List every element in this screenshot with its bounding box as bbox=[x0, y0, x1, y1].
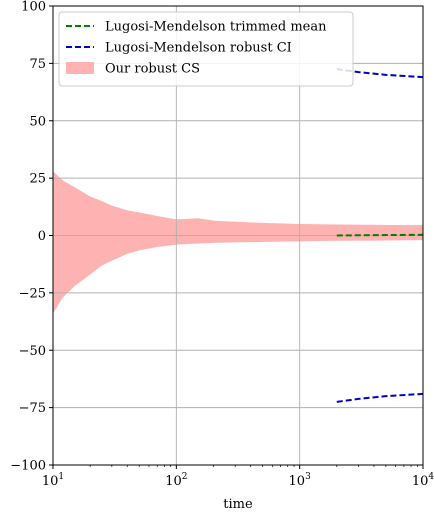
x-tick-labels: 101 102 103 104 bbox=[42, 472, 434, 489]
robust-cs-band bbox=[53, 171, 423, 314]
legend-box bbox=[58, 11, 354, 87]
y-tick-label: −25 bbox=[19, 286, 46, 301]
legend: Lugosi-Mendelson trimmed mean Lugosi-Mend… bbox=[58, 11, 354, 87]
y-tick-label: 100 bbox=[21, 0, 46, 15]
legend-label: Our robust CS bbox=[105, 62, 200, 77]
x-tick-label: 101 bbox=[42, 472, 64, 489]
legend-swatch bbox=[66, 62, 94, 74]
y-tick-labels: 100 75 50 25 0 −25 −50 −75 −100 bbox=[10, 0, 46, 474]
x-tick-label: 104 bbox=[412, 472, 434, 489]
x-tick-label: 102 bbox=[165, 472, 187, 489]
y-tick-label: 50 bbox=[29, 114, 46, 129]
y-tick-label: 25 bbox=[29, 172, 46, 187]
y-tick-label: −75 bbox=[19, 401, 46, 416]
legend-label: Lugosi-Mendelson robust CI bbox=[105, 41, 292, 56]
legend-label: Lugosi-Mendelson trimmed mean bbox=[105, 20, 327, 35]
robust-ci-lower-line bbox=[336, 392, 424, 403]
ticks-layer bbox=[49, 5, 424, 469]
y-tick-label: −100 bbox=[10, 459, 46, 474]
x-tick-label: 103 bbox=[289, 472, 312, 489]
y-tick-label: 0 bbox=[38, 229, 46, 244]
y-tick-label: −50 bbox=[19, 344, 46, 359]
x-axis-label: time bbox=[223, 497, 253, 512]
y-tick-label: 75 bbox=[29, 57, 46, 72]
trimmed-mean-line bbox=[336, 233, 424, 237]
band-layer bbox=[53, 171, 423, 314]
